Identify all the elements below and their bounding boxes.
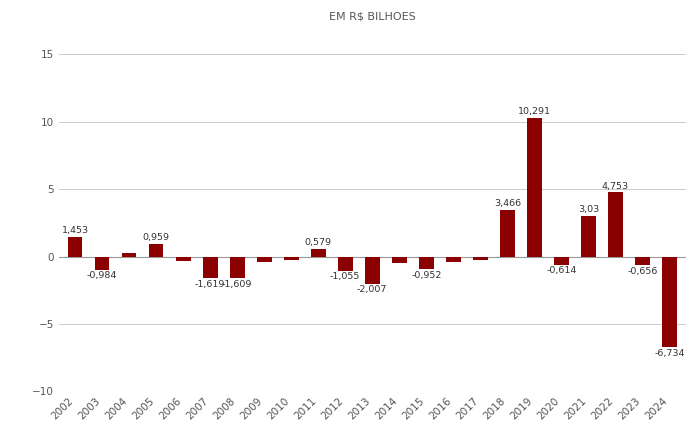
Bar [257,256,272,262]
Bar [419,256,433,269]
Bar [176,256,191,261]
Title: EM R$ BILHOES: EM R$ BILHOES [329,11,415,21]
Text: 1,453: 1,453 [61,226,89,236]
Text: -1,609: -1,609 [222,280,252,289]
Bar [95,256,110,270]
Bar [500,210,514,256]
Bar [392,256,407,262]
Text: -1,055: -1,055 [330,272,360,281]
Bar [202,256,218,278]
Text: 0,579: 0,579 [304,238,332,247]
Bar [68,237,82,256]
Bar [473,256,488,260]
Bar [527,118,542,256]
Text: -6,734: -6,734 [654,349,685,358]
Text: 3,03: 3,03 [578,205,599,214]
Bar [581,216,596,256]
Text: -0,656: -0,656 [628,267,658,276]
Bar [230,256,244,278]
Bar [311,249,325,256]
Bar [446,256,461,262]
Text: -0,984: -0,984 [87,271,117,281]
Text: 4,753: 4,753 [602,182,629,191]
Bar [283,256,299,259]
Bar [121,253,137,256]
Text: 3,466: 3,466 [493,199,521,208]
Text: 10,291: 10,291 [518,107,551,116]
Bar [662,256,677,347]
Bar [554,256,569,265]
Text: -0,614: -0,614 [546,266,577,275]
Text: -2,007: -2,007 [357,285,387,294]
Bar [635,256,650,265]
Bar [365,256,380,284]
Bar [338,256,352,271]
Bar [149,244,163,256]
Bar [608,193,623,256]
Text: -1,619: -1,619 [195,280,225,289]
Text: -0,952: -0,952 [411,271,441,280]
Text: 0,959: 0,959 [142,233,170,242]
